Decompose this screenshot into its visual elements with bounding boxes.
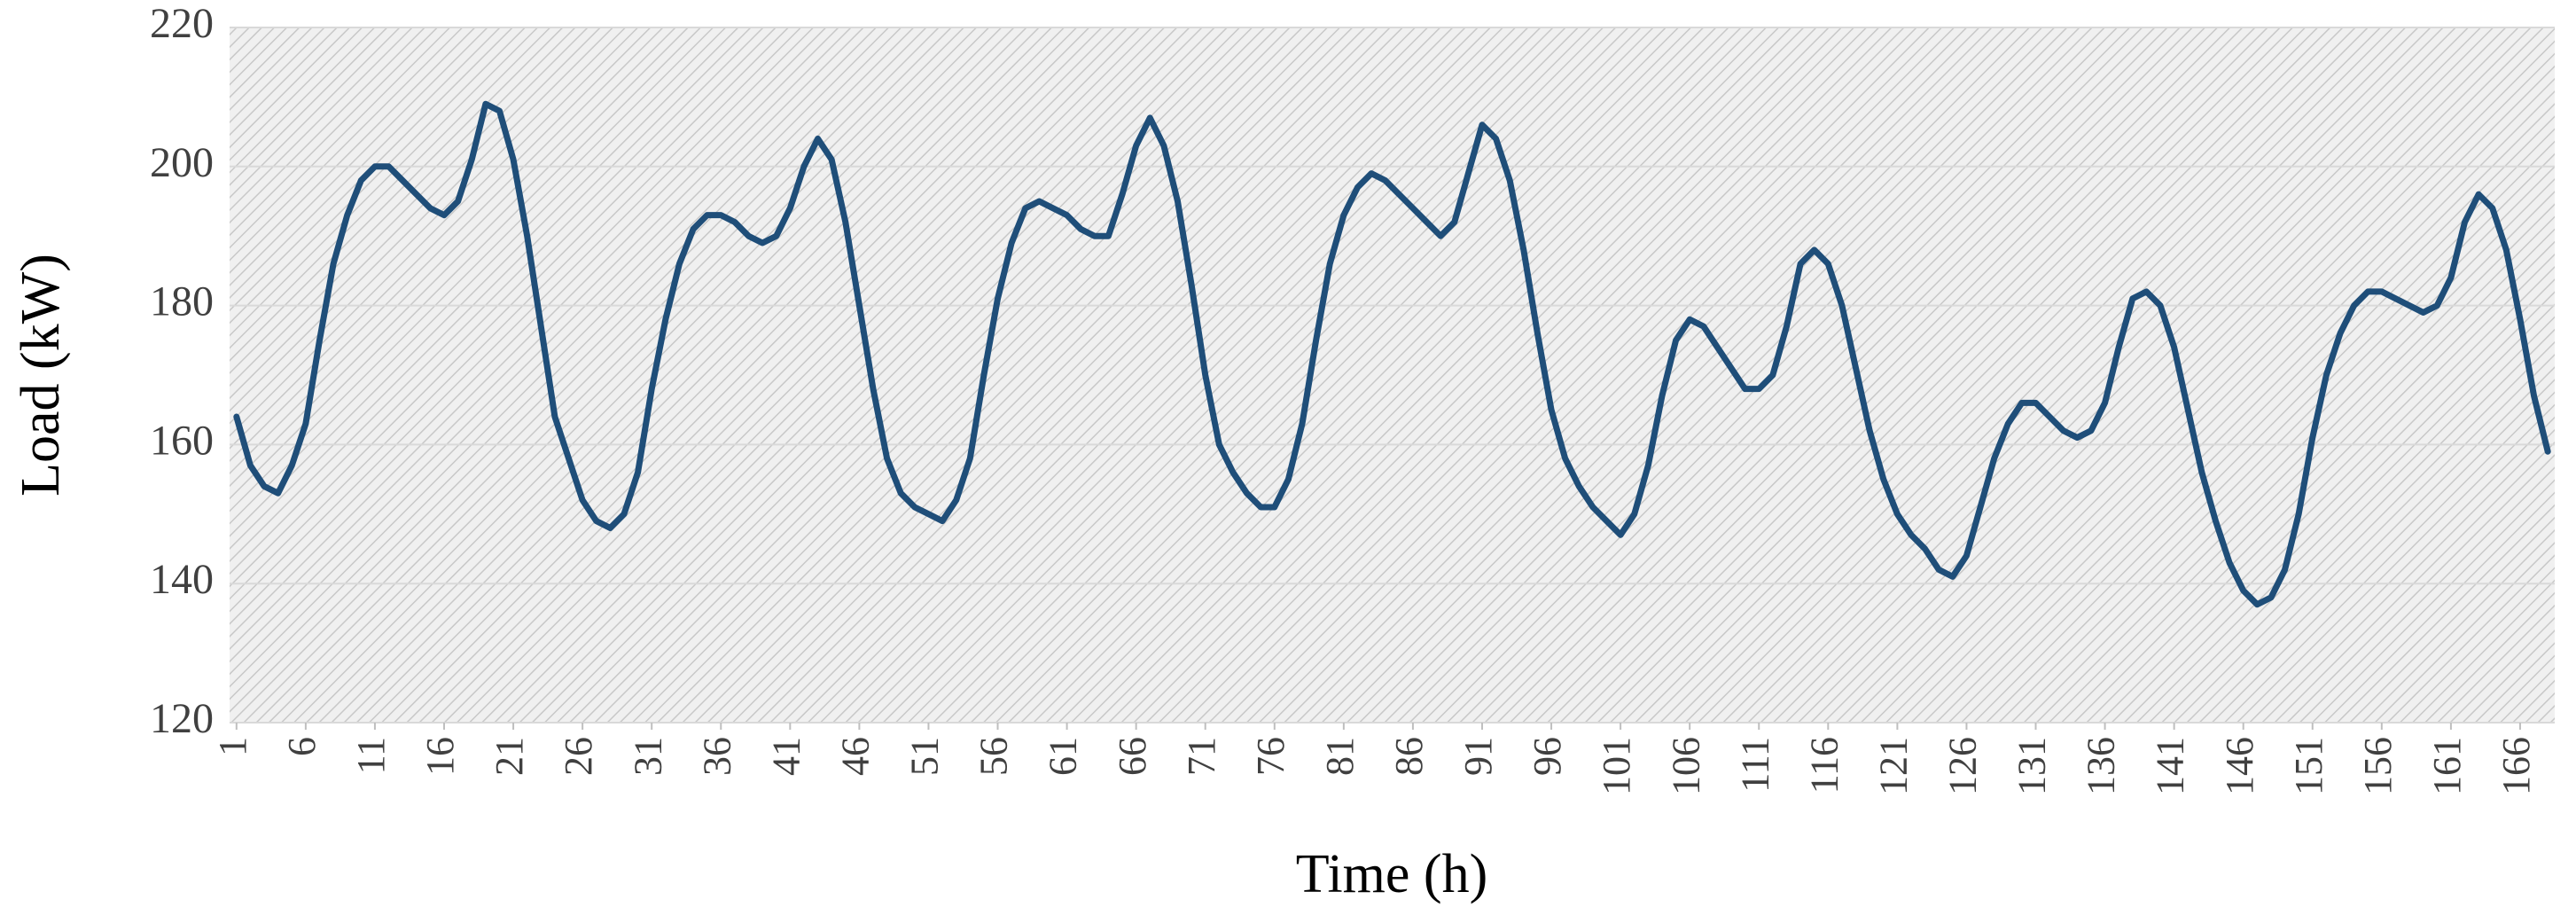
x-tick-label: 116 bbox=[1802, 737, 1846, 794]
y-tick-label: 120 bbox=[150, 695, 214, 742]
x-tick-label: 131 bbox=[2010, 737, 2054, 795]
x-tick-label: 136 bbox=[2080, 737, 2123, 795]
x-tick-label: 91 bbox=[1456, 737, 1500, 776]
load-line bbox=[233, 100, 2551, 608]
x-tick-label: 86 bbox=[1387, 737, 1431, 776]
x-axis-title: Time (h) bbox=[1296, 844, 1487, 904]
y-tick-label: 200 bbox=[150, 139, 214, 186]
x-tick-label: 126 bbox=[1941, 737, 1985, 795]
x-tick-label: 146 bbox=[2218, 737, 2261, 795]
x-tick-label: 66 bbox=[1111, 737, 1154, 776]
y-axis-title: Load (kW) bbox=[11, 254, 71, 497]
x-tick-label: 16 bbox=[418, 737, 462, 776]
y-tick-label: 180 bbox=[150, 278, 214, 325]
x-tick-label: 81 bbox=[1318, 737, 1362, 776]
x-tick-label: 36 bbox=[695, 737, 738, 776]
x-tick-label: 51 bbox=[903, 737, 947, 776]
x-tick-label: 31 bbox=[626, 737, 669, 776]
x-tick-label: 106 bbox=[1664, 737, 1707, 795]
x-tick-label: 61 bbox=[1042, 737, 1085, 776]
plot-area bbox=[230, 27, 2555, 723]
x-tick-label: 161 bbox=[2425, 737, 2469, 795]
x-tick-label: 56 bbox=[972, 737, 1016, 776]
x-tick-label: 46 bbox=[833, 737, 877, 776]
x-tick-label: 41 bbox=[764, 737, 808, 776]
x-tick-label: 141 bbox=[2149, 737, 2192, 795]
x-tick-label: 1 bbox=[211, 737, 254, 756]
x-tick-label: 111 bbox=[1733, 737, 1776, 793]
x-tick-label: 156 bbox=[2356, 737, 2400, 795]
y-tick-label: 220 bbox=[150, 0, 214, 47]
x-tick-label: 151 bbox=[2287, 737, 2330, 795]
x-tick-label: 21 bbox=[488, 737, 531, 776]
x-tick-label: 71 bbox=[1180, 737, 1223, 776]
x-tick-label: 96 bbox=[1526, 737, 1569, 776]
x-tick-label: 121 bbox=[1871, 737, 1915, 795]
x-tick-label: 76 bbox=[1249, 737, 1292, 776]
x-tick-label: 166 bbox=[2494, 737, 2538, 795]
x-tick-label: 101 bbox=[1595, 737, 1638, 795]
y-tick-label: 140 bbox=[150, 556, 214, 603]
x-tick-label: 26 bbox=[557, 737, 600, 776]
x-tick-label: 6 bbox=[280, 737, 324, 756]
y-tick-label: 160 bbox=[150, 417, 214, 464]
x-tick-label: 11 bbox=[349, 737, 393, 774]
